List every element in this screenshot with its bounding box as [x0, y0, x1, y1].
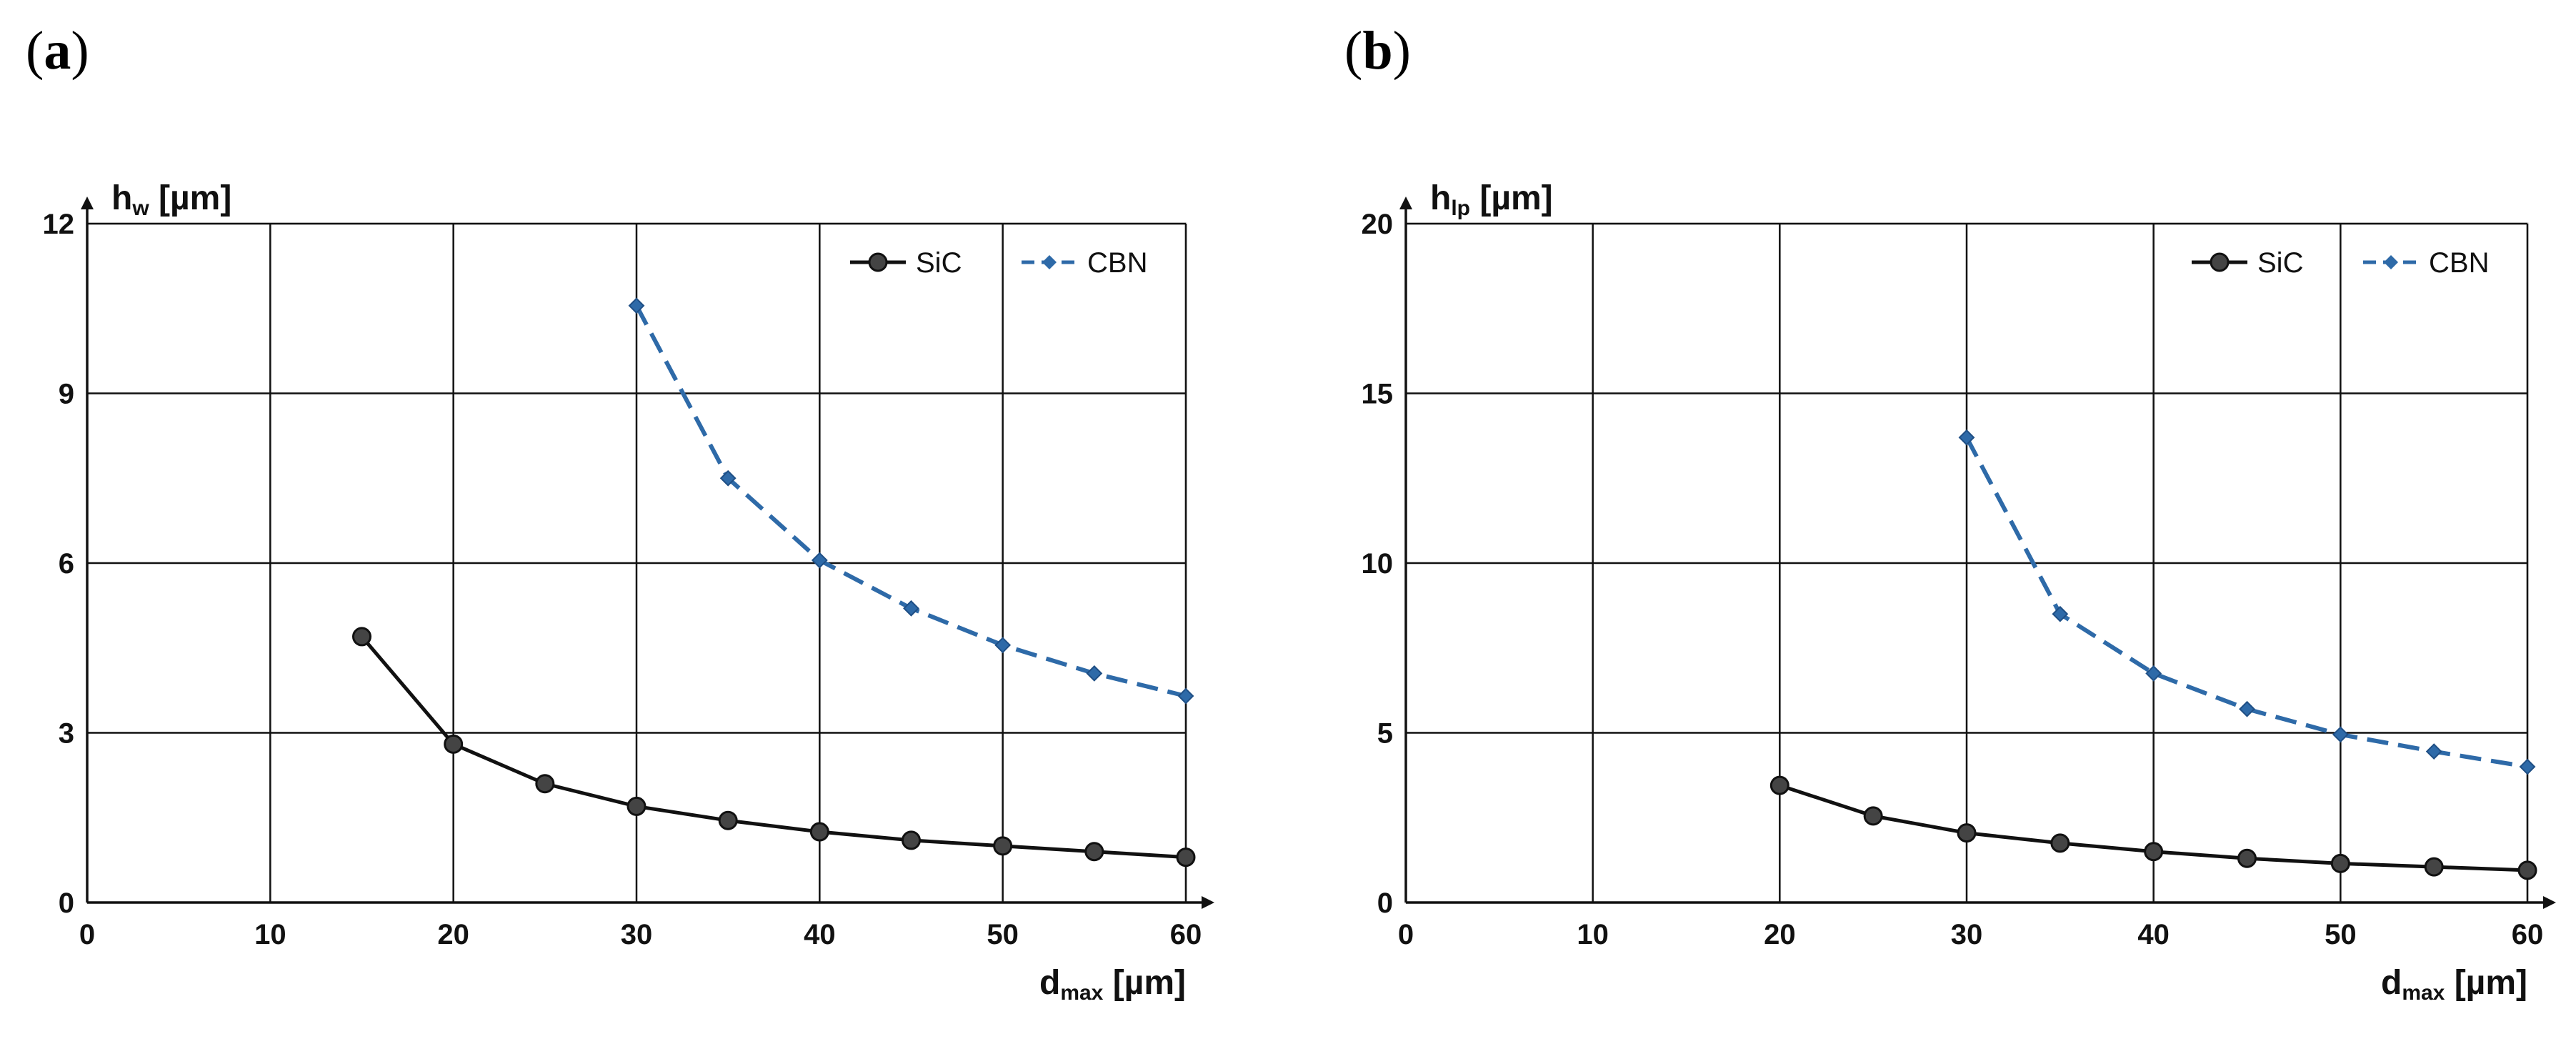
y-axis-label-sub: w: [131, 197, 149, 220]
y-tick-label: 6: [59, 548, 74, 580]
data-point-cbn: [1177, 687, 1194, 705]
data-point-sic: [1769, 775, 1789, 795]
legend: SiC CBN: [850, 247, 1147, 279]
x-tick-label: 10: [1577, 919, 1609, 950]
data-point-sic: [1176, 847, 1196, 867]
y-tick-label: 15: [1362, 379, 1394, 410]
panel-label-b: (b): [1344, 21, 1411, 81]
x-axis-label-main: d: [1039, 964, 1060, 1002]
data-point-sic: [993, 836, 1013, 856]
data-point-cbn: [903, 600, 919, 617]
y-axis-label-unit: [µm]: [149, 179, 232, 217]
data-point-sic: [1084, 842, 1104, 862]
x-axis-label-unit: [µm]: [1103, 964, 1186, 1002]
legend-marker-cbn: [2384, 255, 2398, 269]
y-tick-label: 5: [1377, 718, 1393, 750]
data-point-sic: [2330, 853, 2350, 873]
x-tick-label: 20: [1764, 919, 1796, 950]
legend-label-cbn: CBN: [2429, 247, 2489, 279]
legend: SiC CBN: [2192, 247, 2489, 279]
x-tick-label: 30: [1951, 919, 1983, 950]
data-point-cbn: [2425, 743, 2442, 760]
x-tick-label: 40: [2137, 919, 2170, 950]
y-tick-label: 10: [1362, 548, 1394, 580]
data-point-sic: [626, 796, 647, 816]
y-tick-label: 9: [59, 379, 74, 410]
y-axis-label: hlp [µm]: [1430, 179, 1553, 220]
data-point-cbn: [2332, 726, 2349, 743]
x-axis-arrow: [2543, 896, 2556, 909]
y-tick-label: 3: [59, 718, 74, 750]
data-point-sic: [718, 810, 738, 830]
data-point-sic: [809, 822, 829, 842]
x-tick-label: 20: [437, 919, 469, 950]
x-tick-label: 50: [987, 919, 1019, 950]
data-point-cbn: [2145, 665, 2162, 682]
legend-label-cbn: CBN: [1087, 247, 1147, 279]
series-sic: [1769, 775, 2537, 880]
data-point-cbn: [2239, 700, 2255, 717]
data-point-sic: [902, 830, 921, 850]
x-axis-label: dmax [µm]: [2381, 964, 2527, 1005]
data-point-sic: [1863, 806, 1883, 826]
data-point-cbn: [2519, 758, 2536, 775]
data-point-cbn: [628, 297, 645, 314]
data-point-sic: [535, 774, 555, 794]
y-axis-arrow: [81, 197, 94, 209]
data-point-sic: [352, 627, 371, 647]
data-point-sic: [1957, 823, 1977, 843]
data-point-cbn: [994, 637, 1012, 654]
y-tick-label: 0: [59, 888, 74, 919]
y-axis-arrow: [1399, 197, 1412, 209]
data-point-sic: [2424, 857, 2444, 877]
panel-label-a: (a): [26, 21, 89, 81]
series-cbn: [1958, 429, 2536, 775]
x-tick-label: 10: [254, 919, 286, 950]
x-tick-label: 40: [804, 919, 836, 950]
x-axis-label-main: d: [2381, 964, 2402, 1002]
data-point-cbn: [1958, 429, 1975, 446]
x-axis-label: dmax [µm]: [1039, 964, 1186, 1005]
y-axis-label-unit: [µm]: [1470, 179, 1553, 217]
data-point-sic: [2517, 860, 2537, 880]
y-tick-label: 20: [1362, 209, 1394, 240]
data-point-cbn: [1086, 665, 1103, 682]
y-tick-label: 0: [1377, 888, 1393, 919]
legend-marker-sic: [868, 252, 888, 272]
x-axis-label-unit: [µm]: [2445, 964, 2527, 1002]
legend-label-sic: SiC: [2257, 247, 2303, 279]
legend-label-sic: SiC: [916, 247, 962, 279]
data-point-sic: [2050, 833, 2070, 853]
y-axis-label-main: h: [111, 179, 132, 217]
data-point-sic: [444, 734, 464, 754]
series-cbn: [628, 297, 1194, 705]
x-axis-label-sub: max: [2402, 981, 2445, 1005]
y-tick-label: 12: [43, 209, 75, 240]
x-tick-label: 30: [621, 919, 653, 950]
x-tick-label: 0: [1398, 919, 1414, 950]
x-axis-arrow: [1202, 896, 1214, 909]
x-tick-label: 50: [2325, 919, 2357, 950]
legend-marker-cbn: [1042, 255, 1057, 269]
x-tick-label: 60: [2512, 919, 2544, 950]
y-axis-label: hw [µm]: [111, 179, 231, 220]
data-point-sic: [2144, 842, 2164, 862]
x-axis-label-sub: max: [1060, 981, 1103, 1005]
series-sic: [352, 627, 1196, 867]
y-axis-label-sub: lp: [1451, 197, 1470, 220]
data-point-cbn: [2052, 605, 2069, 622]
data-point-cbn: [811, 552, 828, 569]
x-tick-label: 0: [79, 919, 95, 950]
data-point-sic: [2237, 848, 2257, 868]
series-line-sic: [360, 635, 1187, 860]
x-tick-label: 60: [1170, 919, 1202, 950]
data-point-cbn: [719, 469, 737, 487]
y-axis-label-main: h: [1430, 179, 1451, 217]
legend-marker-sic: [2210, 252, 2230, 272]
